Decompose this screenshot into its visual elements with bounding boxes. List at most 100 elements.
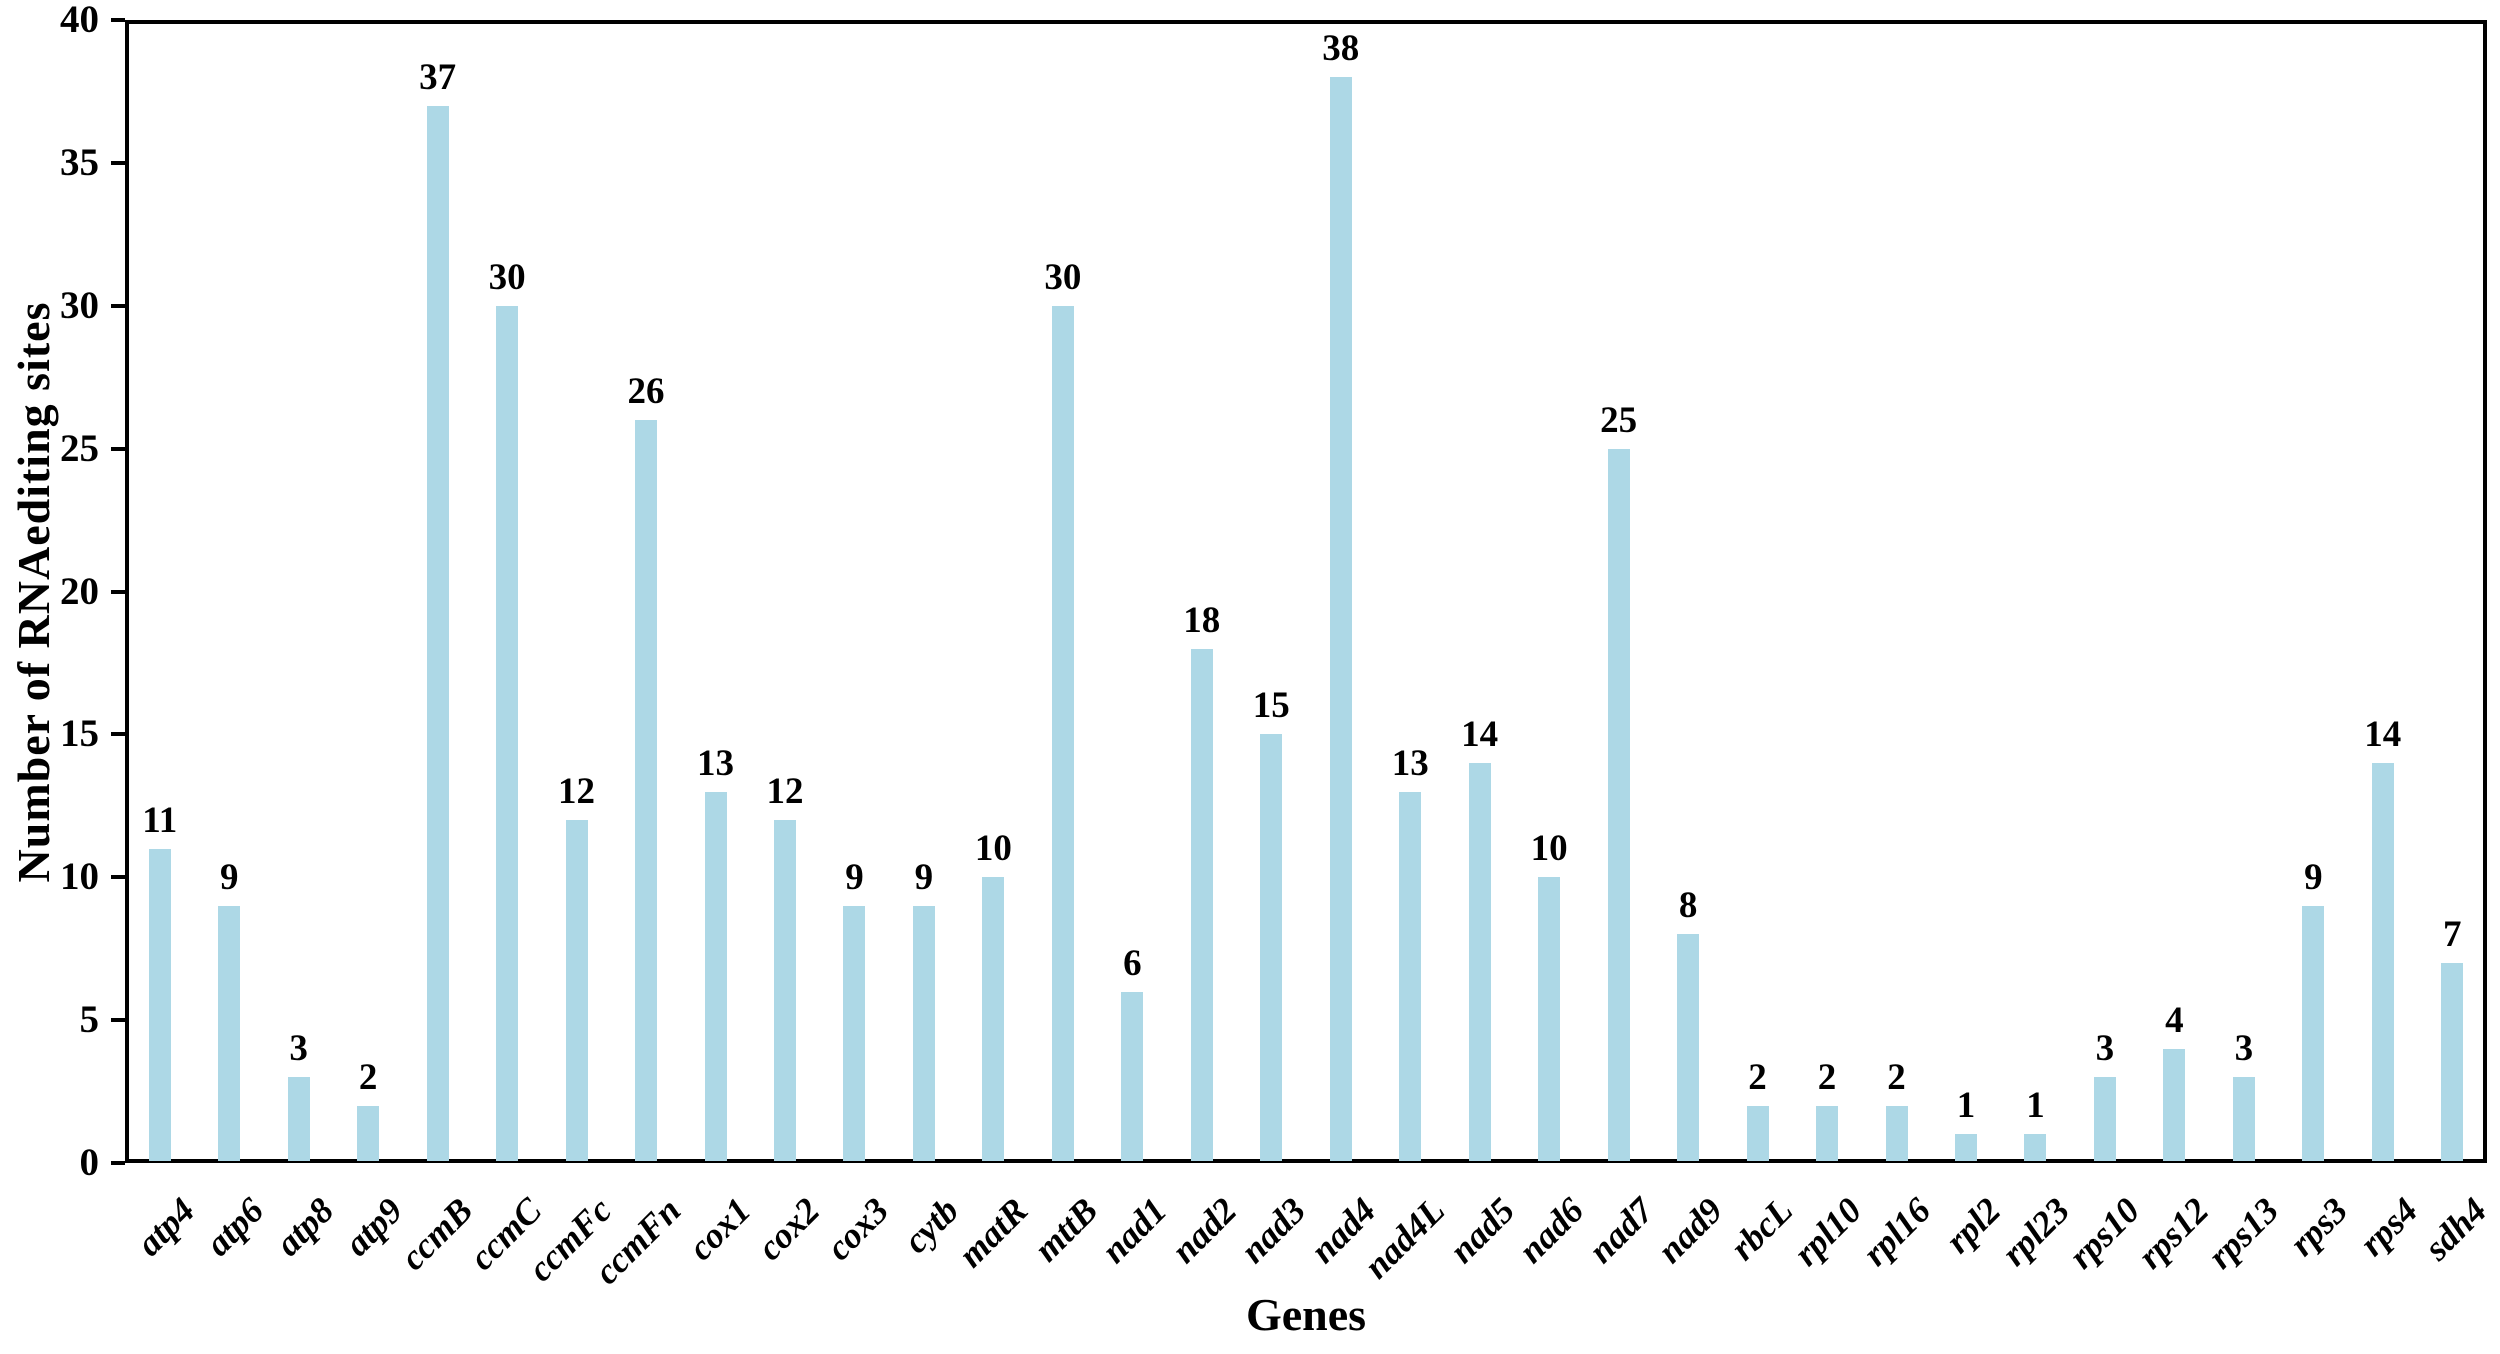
y-tick-label: 15 bbox=[60, 712, 99, 756]
bar bbox=[982, 877, 1005, 1161]
bar-value-label: 9 bbox=[2304, 856, 2323, 898]
x-category-label: rps3 bbox=[2282, 1190, 2356, 1264]
y-tick-mark bbox=[111, 1161, 125, 1165]
x-category-label: rps10 bbox=[2060, 1190, 2148, 1277]
y-tick-label: 5 bbox=[79, 998, 100, 1042]
bar-value-label: 26 bbox=[627, 371, 665, 413]
x-category-label: nad4L bbox=[1356, 1190, 1453, 1287]
y-tick-label: 10 bbox=[60, 855, 99, 899]
x-category-label: ccmB bbox=[392, 1190, 480, 1278]
bar-value-label: 15 bbox=[1252, 685, 1290, 727]
x-category-label: nad9 bbox=[1649, 1190, 1731, 1271]
x-category-label: nad3 bbox=[1232, 1190, 1314, 1271]
bar-value-label: 1 bbox=[2026, 1085, 2045, 1127]
bar bbox=[496, 305, 519, 1161]
bar-value-label: 10 bbox=[1530, 828, 1568, 870]
y-axis-title: Number of RNAediting sites bbox=[8, 301, 59, 883]
bar bbox=[2232, 1077, 2255, 1161]
bar bbox=[1746, 1105, 1769, 1161]
y-tick-label: 35 bbox=[60, 140, 99, 184]
y-tick-mark bbox=[111, 446, 125, 451]
bar bbox=[1816, 1105, 1839, 1161]
y-tick-label: 25 bbox=[60, 426, 99, 470]
y-tick-mark bbox=[111, 589, 125, 594]
bar bbox=[912, 905, 935, 1161]
y-tick-label: 20 bbox=[60, 569, 99, 613]
x-category-label: rpl2 bbox=[1937, 1190, 2009, 1261]
x-category-label: atp8 bbox=[267, 1190, 341, 1264]
x-category-label: rps13 bbox=[2199, 1190, 2287, 1277]
bar bbox=[357, 1105, 380, 1161]
x-axis-title: Genes bbox=[1245, 1289, 1367, 1340]
bar-value-label: 14 bbox=[2364, 713, 2402, 755]
x-category-label: nad7 bbox=[1580, 1190, 1661, 1271]
bar-value-label: 2 bbox=[1817, 1056, 1837, 1098]
y-tick-mark bbox=[111, 160, 125, 165]
bar bbox=[148, 848, 171, 1161]
x-category-label: rps12 bbox=[2130, 1190, 2217, 1277]
y-tick-mark bbox=[111, 732, 125, 737]
bar-value-label: 30 bbox=[488, 256, 526, 298]
bar-value-label: 9 bbox=[219, 856, 239, 898]
x-category-label: atp6 bbox=[197, 1190, 272, 1264]
bar bbox=[2371, 762, 2394, 1161]
bar-value-label: 13 bbox=[697, 742, 734, 784]
plot-area bbox=[125, 20, 2487, 1163]
x-category-label: atp4 bbox=[128, 1190, 203, 1264]
bar bbox=[1190, 648, 1213, 1161]
bar bbox=[426, 105, 449, 1161]
bar-value-label: 1 bbox=[1956, 1085, 1976, 1127]
bar-value-label: 2 bbox=[1748, 1056, 1767, 1098]
bar bbox=[635, 420, 658, 1161]
x-category-label: rpl16 bbox=[1855, 1190, 1939, 1274]
bar bbox=[2302, 905, 2325, 1161]
x-category-label: sdh4 bbox=[2416, 1190, 2495, 1268]
x-category-label: nad1 bbox=[1093, 1190, 1175, 1271]
bar-value-label: 2 bbox=[1887, 1056, 1906, 1098]
bar-value-label: 4 bbox=[2165, 999, 2184, 1041]
bar-value-label: 13 bbox=[1391, 742, 1429, 784]
bar-value-label: 25 bbox=[1600, 399, 1638, 441]
bar bbox=[1121, 991, 1144, 1161]
bar-value-label: 9 bbox=[914, 856, 934, 898]
y-tick-mark bbox=[111, 303, 125, 308]
y-tick-mark bbox=[111, 18, 125, 22]
bar-value-label: 10 bbox=[974, 828, 1012, 870]
bar bbox=[2093, 1077, 2116, 1161]
bar-value-label: 6 bbox=[1123, 942, 1142, 984]
bar bbox=[1399, 791, 1422, 1161]
bar bbox=[565, 820, 588, 1161]
bar bbox=[1538, 877, 1561, 1161]
bar-value-label: 12 bbox=[558, 771, 596, 813]
bar bbox=[1051, 305, 1074, 1161]
bar bbox=[218, 905, 241, 1161]
bar-value-label: 3 bbox=[2095, 1028, 2115, 1070]
bar bbox=[1260, 734, 1283, 1161]
bar bbox=[2441, 962, 2464, 1161]
bar-value-label: 8 bbox=[1678, 885, 1698, 927]
y-tick-mark bbox=[111, 875, 125, 880]
x-category-label: nad6 bbox=[1510, 1190, 1592, 1271]
x-category-label: nad2 bbox=[1163, 1190, 1245, 1271]
x-category-label: rps4 bbox=[2351, 1190, 2426, 1264]
bar bbox=[843, 905, 866, 1161]
bar bbox=[1885, 1105, 1908, 1161]
bar-value-label: 2 bbox=[358, 1056, 378, 1098]
bar-value-label: 30 bbox=[1044, 256, 1082, 298]
x-category-label: mttB bbox=[1025, 1190, 1106, 1270]
bar-value-label: 18 bbox=[1183, 599, 1221, 641]
x-category-label: rpl23 bbox=[1994, 1190, 2078, 1274]
bar-value-label: 38 bbox=[1322, 28, 1360, 70]
bar-value-label: 11 bbox=[142, 799, 178, 841]
bar bbox=[1329, 77, 1352, 1161]
bar-value-label: 12 bbox=[766, 771, 804, 813]
bar-value-label: 7 bbox=[2443, 913, 2462, 955]
x-category-label: cox3 bbox=[818, 1190, 897, 1268]
bar bbox=[1468, 762, 1491, 1161]
bar bbox=[773, 820, 796, 1161]
y-tick-label: 0 bbox=[79, 1141, 100, 1184]
bar bbox=[287, 1077, 310, 1161]
bar bbox=[2024, 1134, 2047, 1161]
